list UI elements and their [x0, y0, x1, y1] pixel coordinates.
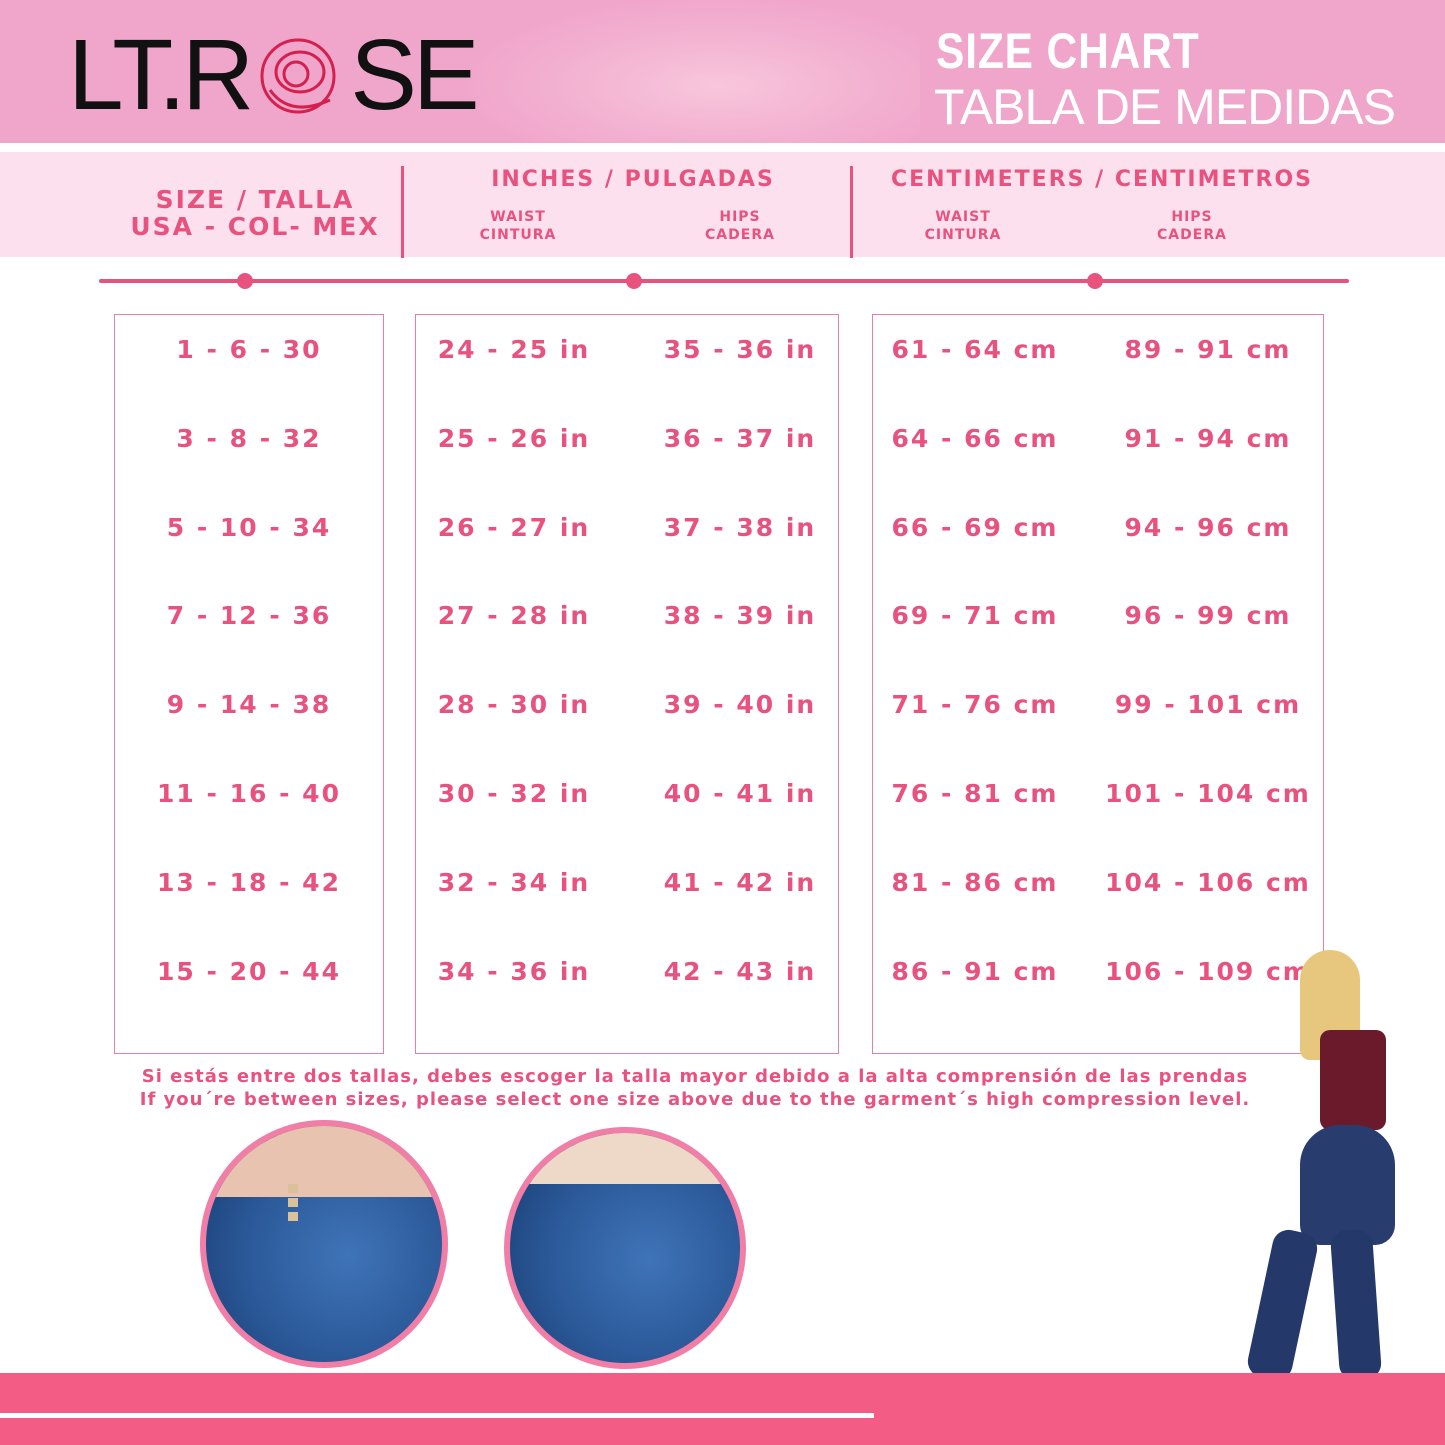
- divider: [401, 166, 404, 258]
- size-value: 13 - 18 - 42: [157, 867, 341, 897]
- size-value: 15 - 20 - 44: [157, 956, 341, 986]
- note-english: If you´re between sizes, please select o…: [139, 1089, 1251, 1110]
- inches-header: INCHES / PULGADAS: [491, 167, 775, 192]
- rose-icon: [260, 38, 336, 114]
- size-header-line2: USA - COL- MEX: [130, 212, 380, 241]
- hips-inches-value: 35 - 36 in: [663, 335, 817, 364]
- size-column-box: [114, 314, 384, 1054]
- hips-cm-value: 101 - 104 cm: [1105, 779, 1311, 808]
- jeans-back-photo: [504, 1127, 746, 1369]
- inches-waist-header: WAIST CINTURA: [479, 209, 557, 243]
- size-value: 1 - 6 - 30: [176, 335, 322, 364]
- hips-inches-value: 42 - 43 in: [663, 956, 817, 986]
- hips-inches-value: 36 - 37 in: [663, 423, 817, 453]
- inches-column-box: [415, 314, 839, 1054]
- page-title: SIZE CHART: [936, 23, 1200, 79]
- waist-cm-value: 64 - 66 cm: [891, 423, 1059, 453]
- hero-model-photo: [470, 0, 920, 143]
- waist-inches-value: 34 - 36 in: [437, 956, 591, 986]
- hips-cm-value: 89 - 91 cm: [1124, 335, 1292, 364]
- hips-inches-value: 37 - 38 in: [663, 512, 817, 542]
- hips-cm-value: 99 - 101 cm: [1114, 690, 1302, 720]
- jeans-front-photo: [200, 1120, 448, 1368]
- timeline-line: [99, 279, 1349, 283]
- inches-hips-header: HIPS CADERA: [705, 209, 775, 243]
- hips-inches-value: 39 - 40 in: [663, 690, 817, 720]
- page-subtitle: TABLA DE MEDIDAS: [934, 79, 1396, 135]
- timeline-dot: [237, 273, 253, 289]
- waist-cm-value: 86 - 91 cm: [891, 956, 1059, 986]
- timeline-dot: [1087, 273, 1103, 289]
- timeline-dot: [626, 273, 642, 289]
- waist-inches-value: 26 - 27 in: [437, 512, 591, 542]
- waist-inches-value: 32 - 34 in: [437, 867, 591, 897]
- waist-cm-value: 69 - 71 cm: [891, 601, 1059, 631]
- hips-inches-value: 38 - 39 in: [663, 601, 817, 631]
- hips-cm-value: 104 - 106 cm: [1105, 867, 1311, 897]
- size-value: 5 - 10 - 34: [166, 512, 332, 542]
- waist-inches-value: 30 - 32 in: [437, 779, 591, 808]
- size-column-header: SIZE / TALLA USA - COL- MEX: [120, 186, 390, 240]
- waist-inches-value: 25 - 26 in: [437, 423, 591, 453]
- model-full-body-photo: [1244, 950, 1410, 1420]
- waist-inches-value: 27 - 28 in: [437, 601, 591, 631]
- waist-cm-value: 66 - 69 cm: [891, 512, 1059, 542]
- size-value: 7 - 12 - 36: [166, 601, 332, 631]
- waist-cm-value: 61 - 64 cm: [891, 335, 1059, 364]
- waist-inches-value: 24 - 25 in: [437, 335, 591, 364]
- hips-inches-value: 40 - 41 in: [663, 779, 817, 808]
- cm-column-box: [872, 314, 1324, 1054]
- hips-cm-value: 94 - 96 cm: [1124, 512, 1292, 542]
- waist-inches-value: 28 - 30 in: [437, 690, 591, 720]
- brand-logo: LT.R SE: [68, 19, 480, 131]
- waist-cm-value: 71 - 76 cm: [891, 690, 1059, 720]
- size-value: 9 - 14 - 38: [166, 690, 332, 720]
- cm-waist-header: WAIST CINTURA: [924, 209, 1002, 243]
- hips-cm-value: 91 - 94 cm: [1124, 423, 1292, 453]
- footer-bar: [0, 1373, 1445, 1445]
- footer-line: [0, 1413, 874, 1418]
- size-value: 3 - 8 - 32: [176, 423, 322, 453]
- hips-cm-value: 96 - 99 cm: [1124, 601, 1292, 631]
- divider: [850, 166, 853, 258]
- waist-cm-value: 81 - 86 cm: [891, 867, 1059, 897]
- waist-cm-value: 76 - 81 cm: [891, 779, 1059, 808]
- hips-inches-value: 41 - 42 in: [663, 867, 817, 897]
- hips-cm-value: 106 - 109 cm: [1105, 956, 1311, 986]
- size-value: 11 - 16 - 40: [157, 779, 341, 808]
- column-header-band: [0, 152, 1445, 257]
- note-spanish: Si estás entre dos tallas, debes escoger…: [141, 1066, 1249, 1087]
- cm-hips-header: HIPS CADERA: [1157, 209, 1227, 243]
- size-header-line1: SIZE / TALLA: [155, 185, 355, 214]
- centimeters-header: CENTIMETERS / CENTIMETROS: [890, 167, 1314, 192]
